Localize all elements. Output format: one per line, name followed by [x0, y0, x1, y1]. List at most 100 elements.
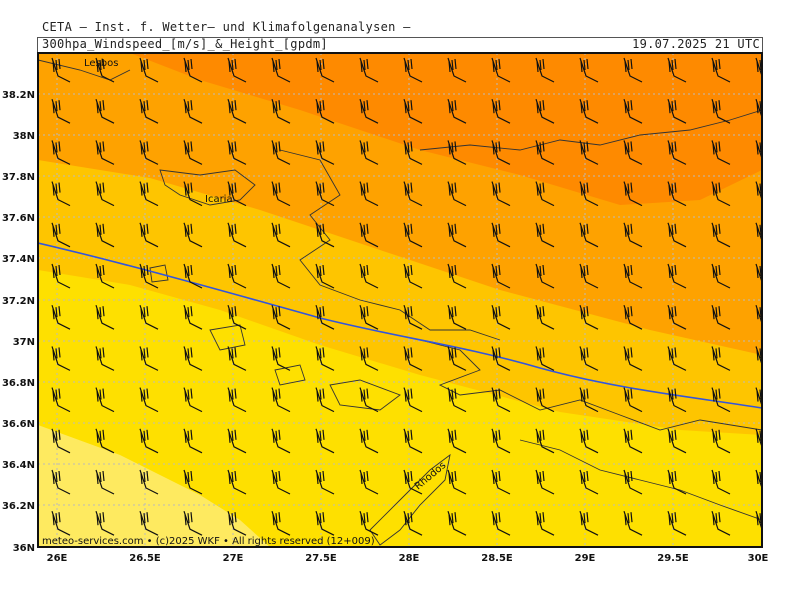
wind-barb: [491, 346, 511, 371]
wind-barb: [227, 99, 247, 124]
wind-barb: [755, 469, 762, 489]
copyright-text: meteo-services.com • (c)2025 WKF • All r…: [42, 536, 375, 547]
wind-barb: [403, 305, 423, 330]
wind-barb: [227, 469, 247, 495]
wind-barb: [579, 263, 599, 289]
coast-turkey-north: [419, 109, 762, 151]
wind-barb: [139, 305, 159, 330]
wind-barb: [227, 346, 247, 371]
wind-barb: [403, 57, 423, 83]
wind-barb: [51, 428, 71, 454]
wind-barb: [227, 305, 247, 330]
lon-label: 30E: [748, 553, 769, 564]
wind-barb: [667, 387, 687, 413]
wind-barb: [667, 57, 687, 83]
wind-barb: [579, 222, 599, 248]
lat-label: 36.2N: [2, 501, 35, 512]
lon-labels: 26E 26.5E 27E 27.5E 28E 28.5E 29E 29.5E …: [47, 553, 769, 564]
wind-barb: [139, 57, 159, 83]
wind-barb: [667, 346, 687, 371]
wind-barb: [447, 305, 467, 330]
place-label-lesbos: Lesbos: [84, 58, 118, 69]
wind-barb: [183, 469, 203, 495]
wind-barb: [491, 387, 511, 413]
wind-barb: [755, 263, 762, 283]
wind-barb: [227, 181, 247, 207]
lon-label: 28.5E: [481, 553, 513, 564]
wind-barb: [359, 469, 379, 495]
wind-barb: [711, 346, 731, 371]
wind-barb: [315, 263, 335, 289]
coast-turkey-west: [279, 149, 501, 341]
wind-barb: [447, 346, 467, 371]
wind-barb: [315, 346, 335, 371]
wind-barb: [491, 222, 511, 248]
wind-barb: [447, 99, 467, 124]
wind-barb: [623, 181, 643, 207]
wind-barb: [183, 511, 203, 536]
wind-barb: [139, 99, 159, 124]
wind-barb: [139, 222, 159, 248]
coast-islands: [149, 264, 306, 386]
lat-label: 38N: [13, 131, 35, 142]
wind-barb: [712, 552, 730, 576]
wind-barb: [623, 57, 643, 83]
organization-title: CETA – Inst. f. Wetter– und Klimafolgena…: [42, 20, 411, 34]
wind-barb: [403, 387, 423, 413]
wind-barb: [535, 99, 555, 124]
lat-label: 36.8N: [2, 378, 35, 389]
coast-samos: [159, 169, 256, 206]
wind-barb: [51, 387, 71, 413]
wind-barb: [183, 181, 203, 207]
wind-barb: [535, 469, 555, 495]
wind-barb: [667, 263, 687, 289]
wind-barb: [579, 181, 599, 207]
wind-barb: [271, 346, 291, 371]
wind-barb: [95, 222, 115, 248]
wind-barb: [755, 428, 762, 448]
lat-label: 36.6N: [2, 419, 35, 430]
wind-barb: [227, 428, 247, 454]
wind-barb: [755, 387, 762, 407]
wind-barb: [755, 99, 762, 118]
wind-barb: [183, 305, 203, 330]
parameter-title: 300hpa_Windspeed_[m/s]_&_Height_[gpdm]: [42, 37, 328, 51]
wind-barb: [183, 99, 203, 124]
wind-barb: [491, 469, 511, 495]
height-contour-line: [38, 242, 762, 409]
wind-barb: [227, 222, 247, 248]
wind-barbs: [51, 57, 762, 576]
wind-barb: [755, 57, 762, 77]
wind-barb: [315, 222, 335, 248]
wind-barb: [272, 552, 290, 576]
wind-barb: [96, 552, 114, 576]
wind-barb: [491, 428, 511, 454]
wind-barb: [447, 428, 467, 454]
lat-label: 37.4N: [2, 254, 35, 265]
wind-barb: [315, 57, 335, 83]
wind-barb: [271, 99, 291, 124]
wind-barb: [139, 346, 159, 371]
wind-barb: [51, 99, 71, 124]
coast-bodrum: [419, 339, 762, 431]
wind-barb: [623, 428, 643, 454]
wind-barb: [755, 140, 762, 160]
wind-barb: [139, 263, 159, 289]
wind-barb: [447, 140, 467, 165]
wind-barb: [667, 99, 687, 124]
wind-barb: [579, 387, 599, 413]
wind-barb: [271, 222, 291, 248]
wind-barb: [359, 99, 379, 124]
wind-barb: [95, 346, 115, 371]
lat-label: 37.2N: [2, 296, 35, 307]
wind-barb: [139, 181, 159, 207]
wind-barb: [755, 511, 762, 530]
lat-lon-grid: [38, 53, 762, 547]
wind-barb: [448, 552, 466, 576]
wind-barb: [711, 99, 731, 124]
lat-label: 37.8N: [2, 172, 35, 183]
wind-barb: [667, 181, 687, 207]
wind-barb: [711, 387, 731, 413]
lon-label: 26E: [47, 553, 68, 564]
wind-barb: [51, 57, 71, 83]
